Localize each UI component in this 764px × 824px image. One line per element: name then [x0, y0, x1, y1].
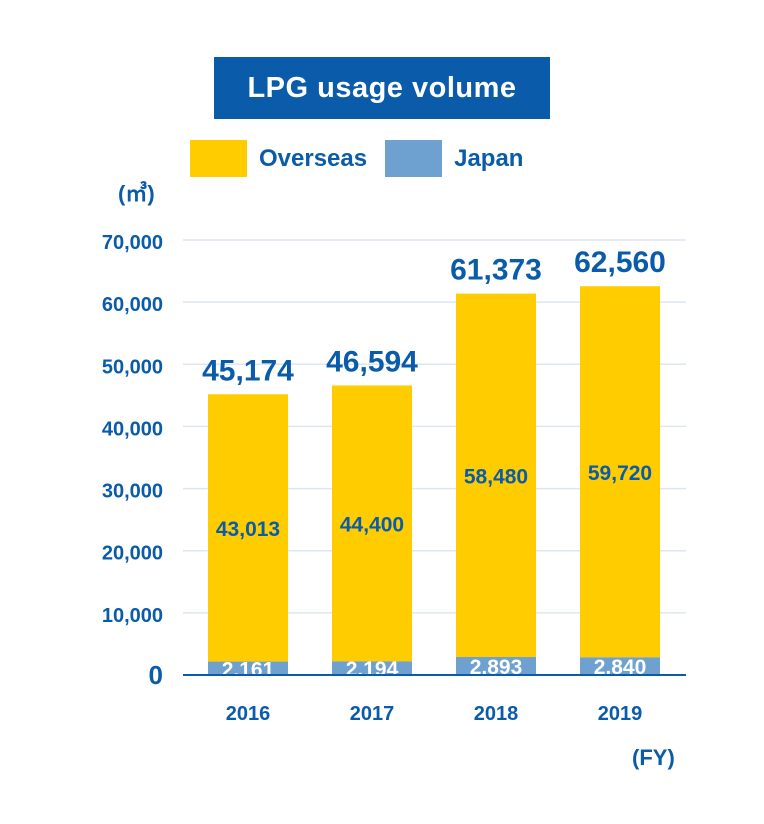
- x-tick-label: 2017: [350, 703, 395, 725]
- total-label: 45,174: [202, 354, 294, 387]
- total-label: 61,373: [450, 254, 542, 287]
- y-axis-unit-label: (㎥): [118, 181, 155, 206]
- legend-item-overseas: Overseas: [190, 140, 367, 177]
- data-label-japan: 2,840: [594, 656, 647, 679]
- x-axis-unit-label: (FY): [632, 745, 675, 770]
- bar-overseas: [580, 286, 660, 658]
- legend-swatch-overseas: [190, 140, 247, 177]
- bar-japan: [208, 661, 288, 675]
- data-label-overseas: 58,480: [464, 465, 528, 488]
- bar-japan: [456, 657, 536, 675]
- x-tick-label: 2016: [226, 703, 271, 725]
- y-tick-label: 20,000: [102, 543, 163, 565]
- chart-title: LPG usage volume: [214, 57, 550, 119]
- y-tick-label: 40,000: [102, 418, 163, 440]
- y-tick-label: 60,000: [102, 294, 163, 316]
- data-label-japan: 2,194: [346, 658, 399, 681]
- y-tick-label: 50,000: [102, 356, 163, 378]
- x-tick-label: 2019: [598, 703, 643, 725]
- y-tick-label: 10,000: [102, 605, 163, 627]
- data-label-overseas: 44,400: [340, 513, 404, 536]
- chart-legend: Overseas Japan: [190, 140, 541, 177]
- bar-overseas: [332, 385, 412, 662]
- total-label: 46,594: [326, 345, 418, 378]
- data-label-japan: 2,893: [470, 656, 523, 679]
- y-tick-label: 0: [149, 660, 163, 690]
- x-tick-label: 2018: [474, 703, 519, 725]
- y-tick-label: 70,000: [102, 232, 163, 254]
- legend-item-japan: Japan: [385, 140, 523, 177]
- data-label-overseas: 59,720: [588, 462, 652, 485]
- total-label: 62,560: [574, 246, 666, 279]
- bar-japan: [580, 657, 660, 675]
- bar-overseas: [456, 293, 536, 658]
- data-label-overseas: 43,013: [216, 518, 280, 541]
- bar-overseas: [208, 394, 288, 662]
- y-tick-label: 30,000: [102, 481, 163, 503]
- legend-label-overseas: Overseas: [259, 144, 368, 172]
- legend-label-japan: Japan: [454, 144, 524, 172]
- bar-japan: [332, 661, 412, 675]
- legend-swatch-japan: [385, 140, 443, 177]
- data-label-japan: 2,161: [222, 658, 275, 681]
